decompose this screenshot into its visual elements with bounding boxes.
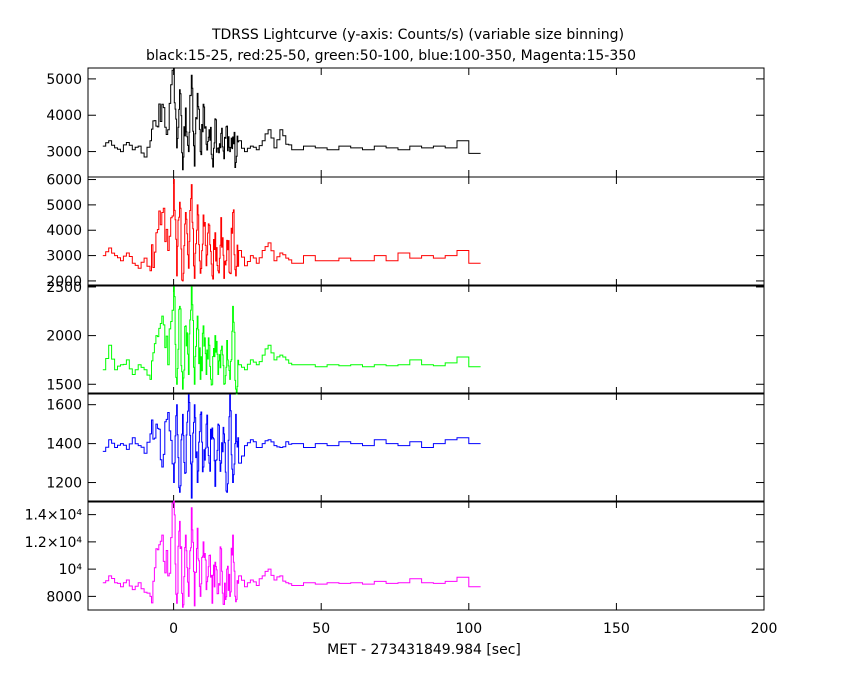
series-line xyxy=(102,67,481,171)
y-tick-label: 5000 xyxy=(46,72,82,88)
y-tick-label: 1200 xyxy=(46,476,82,492)
panel-frame xyxy=(87,176,765,287)
chart-subtitle: black:15-25, red:25-50, green:50-100, bl… xyxy=(146,48,636,64)
x-tick-label: 200 xyxy=(751,621,778,637)
panel-frame xyxy=(87,392,765,503)
y-tick-label: 2000 xyxy=(46,329,82,345)
y-tick-label: 2500 xyxy=(46,280,82,296)
y-tick-label: 1.4×10⁴ xyxy=(25,508,83,524)
y-tick-label: 3000 xyxy=(46,145,82,161)
y-tick-label: 6000 xyxy=(46,173,82,189)
y-tick-label: 4000 xyxy=(46,108,82,124)
y-tick-label: 1600 xyxy=(46,398,82,414)
y-tick-label: 8000 xyxy=(46,589,82,605)
y-tick-label: 1500 xyxy=(46,377,82,393)
panels-group: 3000400050002000300040005000600015002000… xyxy=(25,67,778,637)
x-tick-label: 100 xyxy=(455,621,482,637)
series-line xyxy=(102,394,481,499)
y-tick-label: 2000 xyxy=(46,274,82,290)
y-tick-label: 1400 xyxy=(46,437,82,453)
panel-frame xyxy=(87,500,765,611)
x-axis-label: MET - 273431849.984 [sec] xyxy=(327,642,521,658)
y-tick-label: 10⁴ xyxy=(59,562,83,578)
series-line xyxy=(102,179,481,282)
x-tick-label: 150 xyxy=(603,621,630,637)
x-tick-label: 0 xyxy=(169,621,178,637)
y-tick-label: 1.2×10⁴ xyxy=(25,535,83,551)
chart-title: TDRSS Lightcurve (y-axis: Counts/s) (var… xyxy=(211,27,624,43)
y-tick-label: 4000 xyxy=(46,223,82,239)
y-tick-label: 3000 xyxy=(46,249,82,265)
y-tick-label: 5000 xyxy=(46,198,82,214)
series-line xyxy=(102,286,481,395)
x-tick-label: 50 xyxy=(312,621,330,637)
series-line xyxy=(102,500,481,608)
panel-frame xyxy=(87,284,765,395)
